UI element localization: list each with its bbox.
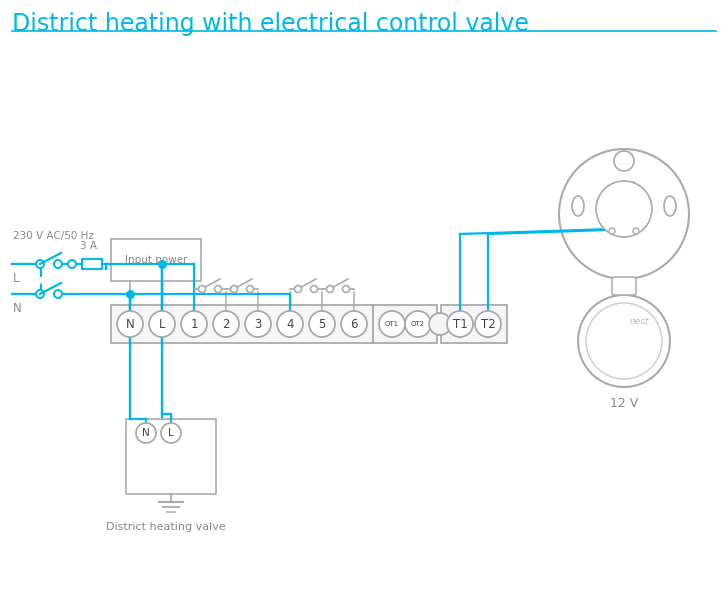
Circle shape [295,286,301,292]
Circle shape [614,151,634,171]
Text: N: N [126,318,135,330]
Text: L: L [168,428,174,438]
Circle shape [136,423,156,443]
Text: N: N [13,302,22,314]
Circle shape [54,260,62,268]
Text: nest: nest [629,317,649,326]
Bar [126,419,216,494]
Circle shape [68,260,76,268]
Text: OT1: OT1 [385,321,399,327]
Circle shape [199,286,205,292]
Circle shape [633,228,639,234]
Circle shape [596,181,652,237]
Text: 6: 6 [350,318,357,330]
Text: 12 V: 12 V [610,397,638,410]
FancyBboxPatch shape [441,305,507,343]
Text: L: L [13,271,20,285]
Circle shape [181,311,207,337]
Text: 4: 4 [286,318,294,330]
Circle shape [213,311,239,337]
Circle shape [36,290,44,298]
Circle shape [429,313,451,335]
Circle shape [559,149,689,279]
Text: 3: 3 [254,318,261,330]
Bar [111,239,201,281]
Circle shape [245,311,271,337]
Text: T2: T2 [480,318,495,330]
Text: L: L [159,318,165,330]
FancyBboxPatch shape [373,305,437,343]
Circle shape [311,286,317,292]
Circle shape [36,260,44,268]
Text: 2: 2 [222,318,230,330]
Circle shape [215,286,221,292]
Circle shape [277,311,303,337]
Text: N: N [142,428,150,438]
Circle shape [475,311,501,337]
FancyBboxPatch shape [612,277,636,295]
FancyBboxPatch shape [111,305,373,343]
Bar [82,259,102,269]
Circle shape [117,311,143,337]
Text: 3 A: 3 A [79,241,97,251]
Circle shape [326,286,333,292]
Circle shape [161,423,181,443]
Circle shape [405,311,431,337]
Circle shape [247,286,253,292]
Circle shape [149,311,175,337]
Circle shape [341,311,367,337]
Circle shape [379,311,405,337]
Text: Input power: Input power [124,255,187,265]
Circle shape [54,290,62,298]
Ellipse shape [572,196,584,216]
Circle shape [447,311,473,337]
Text: 230 V AC/50 Hz: 230 V AC/50 Hz [13,231,94,241]
Circle shape [609,228,615,234]
Text: T1: T1 [453,318,467,330]
Text: 1: 1 [190,318,198,330]
Text: District heating with electrical control valve: District heating with electrical control… [12,12,529,36]
Text: nest: nest [612,179,637,192]
Text: 5: 5 [318,318,325,330]
Text: District heating valve: District heating valve [106,522,226,532]
Circle shape [342,286,349,292]
Circle shape [309,311,335,337]
Circle shape [231,286,237,292]
Ellipse shape [664,196,676,216]
Circle shape [578,295,670,387]
Text: OT2: OT2 [411,321,425,327]
